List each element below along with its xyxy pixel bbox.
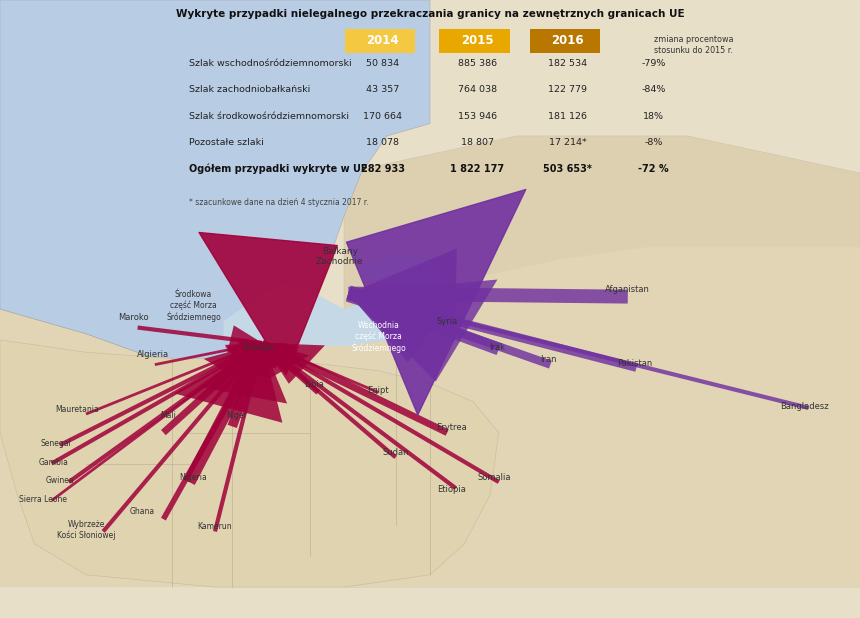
Polygon shape — [262, 343, 299, 368]
Polygon shape — [238, 343, 262, 360]
Text: 1 822 177: 1 822 177 — [451, 164, 504, 174]
Text: Szlak zachodniobałkański: Szlak zachodniobałkański — [189, 85, 310, 95]
Polygon shape — [348, 288, 385, 315]
Polygon shape — [262, 343, 298, 370]
Polygon shape — [262, 343, 325, 384]
Text: Ogółem przypadki wykryte w UE: Ogółem przypadki wykryte w UE — [189, 164, 368, 174]
Text: * szacunkowe dane na dzień 4 stycznia 2017 r.: * szacunkowe dane na dzień 4 stycznia 20… — [189, 198, 369, 207]
Text: Wykryte przypadki nielegalnego przekraczania granicy na zewnętrznych granicach U: Wykryte przypadki nielegalnego przekracz… — [175, 9, 685, 19]
FancyBboxPatch shape — [439, 29, 510, 53]
Polygon shape — [224, 284, 430, 346]
Polygon shape — [226, 343, 262, 369]
Text: Tunezja: Tunezja — [243, 344, 273, 352]
Polygon shape — [0, 0, 430, 371]
Text: Afganistan: Afganistan — [605, 285, 650, 294]
Text: 122 779: 122 779 — [548, 85, 587, 95]
Text: Środkowa
część Morza
Śródziemnego: Środkowa część Morza Śródziemnego — [166, 290, 221, 322]
Text: Bałkany
Zachodnie: Bałkany Zachodnie — [316, 247, 364, 266]
Polygon shape — [348, 279, 497, 381]
Text: Algieria: Algieria — [137, 350, 169, 358]
Polygon shape — [348, 288, 461, 362]
Text: -72 %: -72 % — [638, 164, 669, 174]
Text: Somalia: Somalia — [478, 473, 511, 481]
Text: 153 946: 153 946 — [458, 112, 497, 121]
Text: Pozostałe szlaki: Pozostałe szlaki — [189, 138, 264, 148]
Polygon shape — [0, 340, 499, 587]
Text: Wybrzeże
Kości Słoniowej: Wybrzeże Kości Słoniowej — [57, 520, 115, 540]
Polygon shape — [262, 343, 310, 379]
Polygon shape — [0, 247, 860, 587]
Text: Sierra Leone: Sierra Leone — [19, 495, 67, 504]
Text: 182 534: 182 534 — [548, 59, 587, 68]
Text: Maroko: Maroko — [118, 313, 149, 321]
Polygon shape — [344, 136, 860, 587]
Polygon shape — [222, 343, 270, 379]
Text: -79%: -79% — [642, 59, 666, 68]
Text: 181 126: 181 126 — [548, 112, 587, 121]
Text: 2015: 2015 — [461, 34, 494, 48]
Polygon shape — [348, 283, 422, 336]
Polygon shape — [0, 0, 327, 371]
Polygon shape — [348, 289, 423, 339]
Text: Pakistan: Pakistan — [617, 359, 652, 368]
Polygon shape — [262, 343, 287, 359]
Text: 18%: 18% — [643, 112, 664, 121]
Text: Szlak wschodnośródziemnomorski: Szlak wschodnośródziemnomorski — [189, 59, 352, 68]
Text: Syria: Syria — [437, 317, 458, 326]
FancyBboxPatch shape — [530, 29, 600, 53]
Text: Senegal: Senegal — [40, 439, 71, 448]
Polygon shape — [262, 343, 298, 370]
Text: 764 038: 764 038 — [458, 85, 497, 95]
Text: Iran: Iran — [540, 355, 557, 364]
Polygon shape — [200, 343, 287, 404]
Polygon shape — [174, 343, 282, 423]
Text: Kamerun: Kamerun — [198, 522, 232, 531]
Text: Libia: Libia — [304, 380, 324, 389]
Text: Mali: Mali — [160, 411, 175, 420]
Polygon shape — [238, 338, 262, 356]
Text: 18 807: 18 807 — [461, 138, 494, 148]
Polygon shape — [204, 343, 262, 387]
Polygon shape — [237, 343, 275, 368]
Text: 282 933: 282 933 — [360, 164, 405, 174]
Text: Wschodnia
część Morza
Śródziemnego: Wschodnia część Morza Śródziemnego — [351, 321, 406, 353]
Text: 18 078: 18 078 — [366, 138, 399, 148]
Text: 50 834: 50 834 — [366, 59, 399, 68]
Text: Bangladesz: Bangladesz — [780, 402, 828, 411]
Text: Nigeria: Nigeria — [180, 473, 207, 481]
Text: zmiana procentowa
stosunku do 2015 r.: zmiana procentowa stosunku do 2015 r. — [654, 35, 733, 55]
Polygon shape — [227, 325, 262, 353]
Text: -8%: -8% — [644, 138, 663, 148]
Text: Gambia: Gambia — [39, 458, 68, 467]
Text: Mauretania: Mauretania — [56, 405, 99, 413]
Text: Ghana: Ghana — [129, 507, 155, 516]
Text: Egipt: Egipt — [367, 386, 390, 395]
Text: Erytrea: Erytrea — [436, 423, 467, 432]
FancyBboxPatch shape — [345, 29, 415, 53]
Polygon shape — [224, 343, 262, 368]
Polygon shape — [237, 342, 262, 358]
Text: -84%: -84% — [642, 85, 666, 95]
Polygon shape — [348, 248, 457, 341]
Text: 885 386: 885 386 — [458, 59, 497, 68]
Text: 17 214*: 17 214* — [549, 138, 587, 148]
Text: Etiopia: Etiopia — [437, 485, 466, 494]
Text: Gwinea: Gwinea — [46, 476, 75, 485]
Text: Sudan: Sudan — [383, 448, 408, 457]
Polygon shape — [225, 343, 262, 368]
Text: 2016: 2016 — [551, 34, 584, 48]
Text: Szlak środkowośródziemnomorski: Szlak środkowośródziemnomorski — [189, 112, 349, 121]
Text: 170 664: 170 664 — [363, 112, 402, 121]
Text: 503 653*: 503 653* — [544, 164, 592, 174]
Text: 43 357: 43 357 — [366, 85, 399, 95]
Polygon shape — [229, 343, 262, 370]
Text: Irak: Irak — [489, 343, 505, 352]
Polygon shape — [361, 253, 447, 284]
Text: Niger: Niger — [226, 411, 247, 420]
Text: 2014: 2014 — [366, 34, 399, 48]
